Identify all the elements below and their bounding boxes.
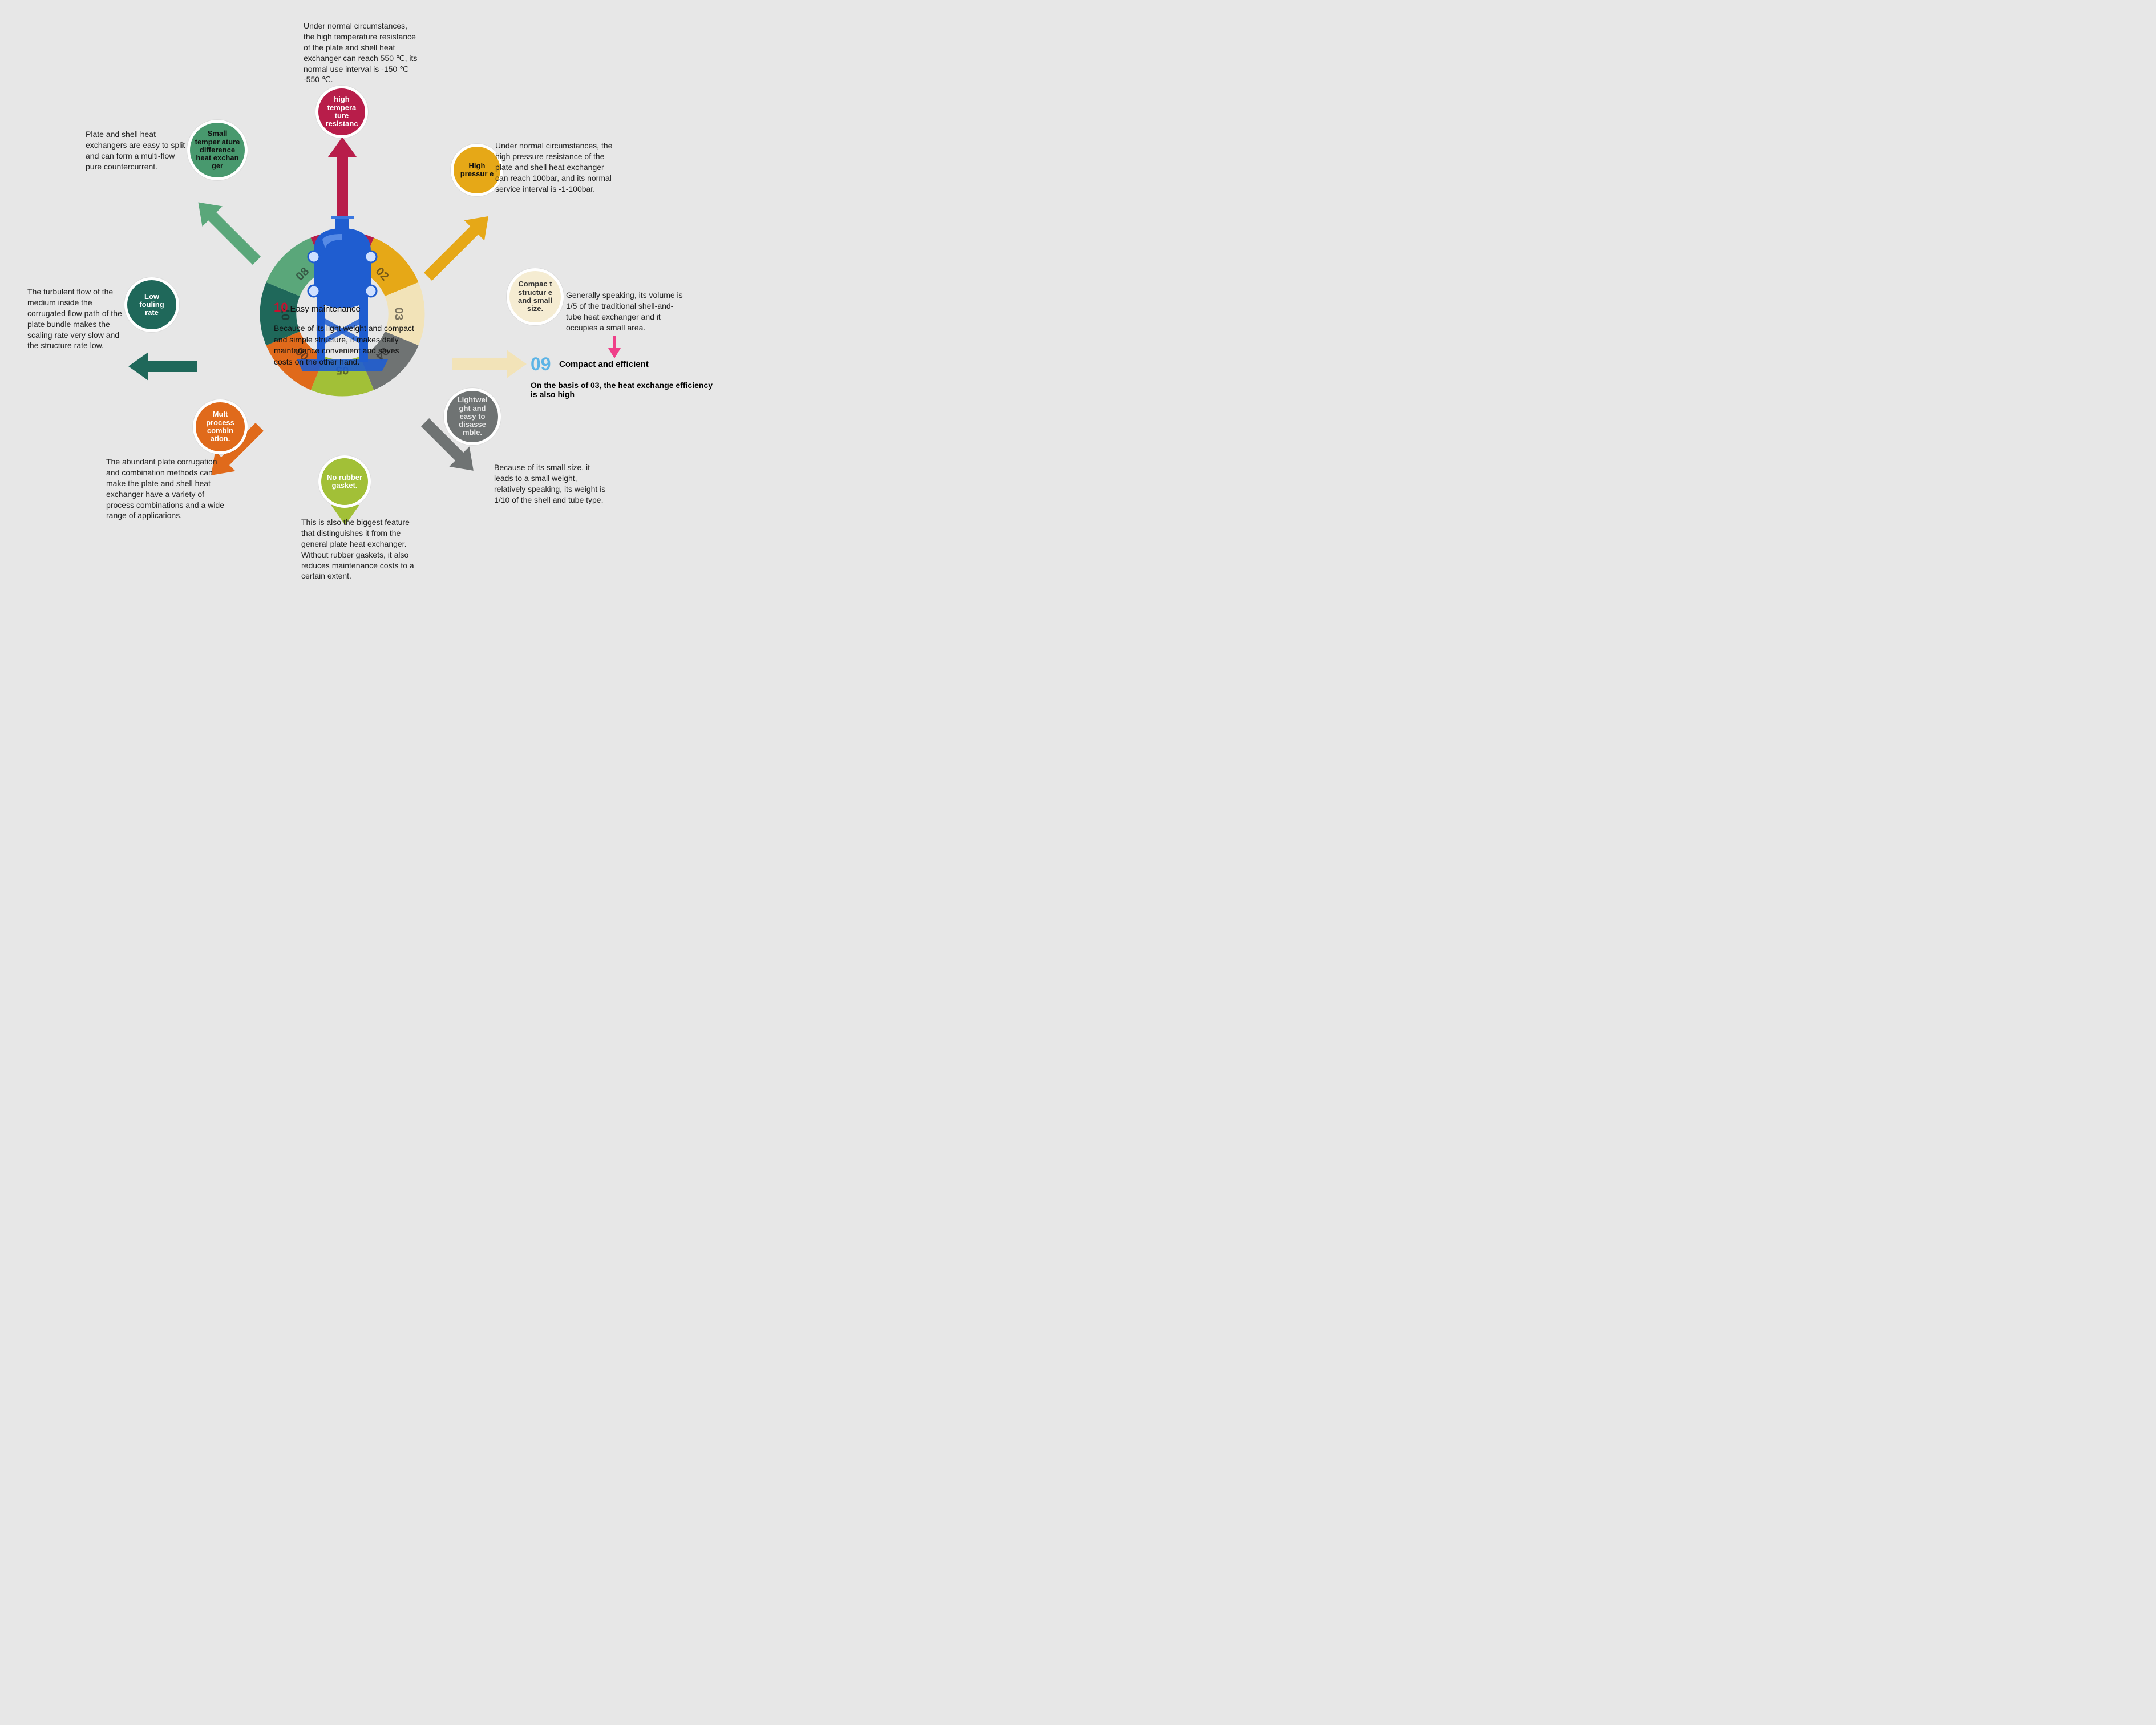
feature09-sub: On the basis of 03, the heat exchange ef…	[531, 381, 719, 399]
feature10-body: Because of its light weight and compact …	[274, 323, 416, 367]
feature-bubble-b4: Lightwei ght and easy to disasse mble.	[444, 388, 501, 445]
bubble-label: Small temper ature difference heat excha…	[195, 130, 240, 170]
infographic-stage: 0102030405060708 high tempera ture resis…	[0, 0, 719, 575]
feature-bubble-b1: high tempera ture resistanc	[315, 86, 368, 138]
feature09-number: 09	[531, 354, 551, 375]
bubble-label: High pressur e	[458, 162, 496, 179]
feature-description-d7: The turbulent flow of the medium inside …	[27, 286, 130, 351]
bubble-label: Compac t structur e and small size.	[514, 280, 556, 313]
bubble-label: No rubber gasket.	[326, 474, 363, 490]
feature-bubble-b6: Mult process combin ation.	[193, 399, 248, 454]
feature10-number: 10	[274, 300, 288, 314]
feature-bubble-b7: Low fouling rate	[124, 277, 179, 332]
feature-bubble-b3: Compac t structur e and small size.	[507, 268, 564, 325]
feature-09: 09 Compact and efficient On the basis of…	[531, 354, 719, 399]
feature-description-d6: The abundant plate corrugation and combi…	[106, 457, 232, 521]
feature-description-d2: Under normal circumstances, the high pre…	[495, 140, 615, 194]
feature-description-d8: Plate and shell heat exchangers are easy…	[86, 129, 188, 172]
feature10-title: Easy maintenance	[290, 304, 360, 314]
bubble-label: high tempera ture resistanc	[323, 95, 361, 128]
feature-bubble-b8: Small temper ature difference heat excha…	[187, 120, 248, 180]
bubble-label: Lightwei ght and easy to disasse mble.	[451, 396, 494, 437]
feature-description-d5: This is also the biggest feature that di…	[301, 517, 421, 581]
arrow-b3	[452, 350, 527, 378]
arrow-b7	[128, 352, 197, 381]
bubble-label: Low fouling rate	[132, 293, 172, 317]
feature-description-d1: Under normal circumstances, the high tem…	[304, 21, 418, 85]
center-feature-10: 10 Easy maintenance Because of its light…	[274, 300, 416, 367]
bubble-label: Mult process combin ation.	[200, 410, 240, 443]
feature-bubble-b5: No rubber gasket.	[318, 455, 371, 508]
feature09-title: Compact and efficient	[559, 359, 649, 369]
feature-description-d3: Generally speaking, its volume is 1/5 of…	[566, 290, 686, 333]
feature-description-d4: Because of its small size, it leads to a…	[494, 462, 608, 506]
